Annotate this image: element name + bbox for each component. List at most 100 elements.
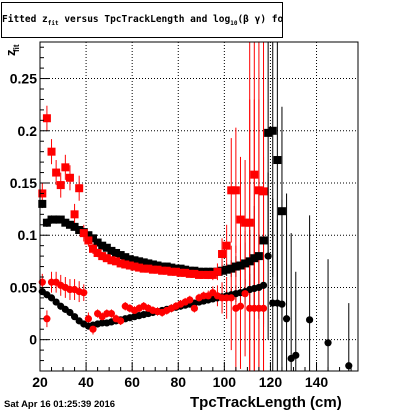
- data-point: [176, 268, 185, 277]
- chart-title-text: Fitted zfit versus TpcTrackLength and lo…: [2, 14, 284, 27]
- data-point: [241, 218, 250, 227]
- data-point: [102, 254, 111, 263]
- data-point: [98, 241, 107, 250]
- data-point: [245, 257, 254, 266]
- data-point: [70, 222, 79, 231]
- data-point: [204, 270, 213, 279]
- data-point: [324, 339, 332, 347]
- data-point: [43, 315, 51, 323]
- data-point: [282, 315, 291, 323]
- chart-grid: [40, 42, 358, 371]
- data-point: [84, 236, 93, 245]
- title-part3: (β γ) for proton: [237, 14, 284, 25]
- data-point: [139, 258, 148, 267]
- data-point: [56, 181, 65, 190]
- x-tick-label: 40: [78, 374, 94, 390]
- data-point: [130, 262, 139, 271]
- data-point: [264, 252, 272, 260]
- data-point: [89, 244, 97, 253]
- data-point: [42, 114, 51, 123]
- data-point: [61, 163, 70, 172]
- data-point: [153, 261, 162, 270]
- data-point: [89, 325, 97, 333]
- data-point: [121, 260, 130, 269]
- data-point: [208, 270, 217, 279]
- data-point: [98, 252, 107, 261]
- data-point: [148, 265, 157, 274]
- x-axis-label: TpcTrackLength (cm): [190, 394, 342, 411]
- data-point: [52, 168, 61, 177]
- data-point: [273, 156, 282, 165]
- data-point: [162, 266, 171, 275]
- data-point: [125, 255, 134, 264]
- data-point: [345, 362, 353, 370]
- data-point: [167, 267, 176, 276]
- data-point: [107, 246, 116, 255]
- data-point: [93, 238, 102, 247]
- timestamp: Sat Apr 16 01:25:39 2016: [4, 399, 116, 410]
- data-point: [125, 261, 134, 270]
- data-point: [167, 263, 176, 272]
- title-sub2: 10: [230, 19, 238, 27]
- data-point: [199, 270, 208, 279]
- data-point: [102, 243, 111, 252]
- data-point: [75, 226, 84, 234]
- data-point: [162, 262, 171, 271]
- data-point: [158, 262, 167, 271]
- data-point: [107, 256, 116, 265]
- data-point: [135, 257, 144, 266]
- data-point: [259, 281, 268, 289]
- data-point: [236, 215, 245, 224]
- data-point: [93, 248, 102, 257]
- data-point: [190, 304, 198, 312]
- data-point: [66, 308, 74, 317]
- data-point: [116, 251, 125, 260]
- y-tick-label: 0: [29, 332, 37, 348]
- plot-frame: [39, 41, 359, 372]
- data-point: [107, 309, 116, 318]
- data-markers: [38, 114, 353, 370]
- data-point: [84, 231, 93, 240]
- data-point: [65, 173, 74, 182]
- chart-title: Fitted zfit versus TpcTrackLength and lo…: [1, 2, 284, 38]
- title-part1: Fitted z: [2, 14, 48, 25]
- data-point: [79, 229, 88, 238]
- data-point: [65, 220, 74, 229]
- data-point: [89, 234, 97, 243]
- data-point: [158, 266, 167, 275]
- data-point: [227, 294, 235, 302]
- y-tick-label: 0.15: [10, 175, 37, 191]
- data-point: [250, 254, 259, 263]
- data-point: [171, 267, 180, 276]
- data-point: [259, 187, 268, 196]
- data-point: [186, 296, 194, 304]
- data-point: [259, 236, 268, 245]
- data-point: [264, 128, 273, 137]
- data-point: [80, 289, 88, 297]
- data-point: [185, 269, 194, 278]
- data-point: [61, 218, 70, 227]
- axes: 20 40 60 80 100 120 140 0 0.05 0.1 0.15 0.2 0.25: [10, 46, 352, 390]
- data-point: [227, 186, 236, 195]
- data-point: [245, 218, 254, 227]
- data-point: [70, 313, 79, 321]
- data-point: [121, 253, 130, 262]
- data-point: [117, 317, 125, 325]
- data-point: [52, 215, 61, 224]
- data-point: [47, 215, 56, 224]
- data-point: [38, 278, 46, 286]
- x-tick-label: 120: [259, 374, 283, 390]
- data-point: [84, 315, 92, 323]
- data-point: [277, 207, 286, 216]
- y-tick-label: 0.1: [18, 227, 38, 243]
- title-part2: versus TpcTrackLength and log: [58, 14, 231, 25]
- data-point: [236, 302, 245, 310]
- data-point: [130, 256, 139, 265]
- data-point: [135, 263, 144, 272]
- data-point: [268, 126, 277, 135]
- data-point: [153, 265, 162, 274]
- data-point: [278, 300, 286, 308]
- data-point: [213, 267, 222, 276]
- y-tick-label: 0.2: [18, 123, 38, 139]
